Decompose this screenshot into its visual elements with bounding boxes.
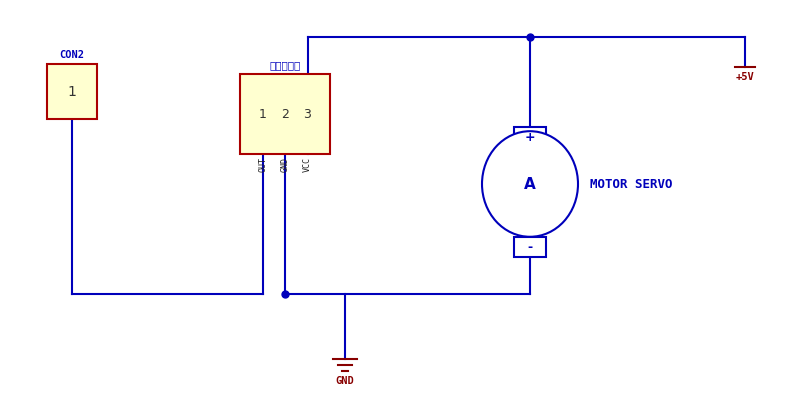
Text: +: +: [525, 131, 535, 144]
Text: +5V: +5V: [736, 72, 754, 82]
Text: 霍尔传感器: 霍尔传感器: [269, 60, 301, 70]
Text: 2: 2: [281, 108, 289, 121]
Text: 1: 1: [259, 108, 267, 121]
Text: GND: GND: [281, 157, 290, 172]
Ellipse shape: [482, 132, 578, 237]
Bar: [47, 65, 97, 120]
Bar: [240, 75, 330, 155]
Text: 1: 1: [67, 85, 76, 99]
Text: -: -: [527, 241, 533, 254]
Text: MOTOR SERVO: MOTOR SERVO: [590, 178, 672, 191]
Bar: [514, 237, 546, 257]
Bar: [514, 128, 546, 148]
Text: GND: GND: [336, 375, 354, 385]
Text: VCC: VCC: [303, 157, 312, 172]
Text: 3: 3: [303, 108, 311, 121]
Text: A: A: [524, 177, 536, 192]
Text: OUT: OUT: [258, 157, 267, 172]
Text: CON2: CON2: [59, 50, 84, 60]
